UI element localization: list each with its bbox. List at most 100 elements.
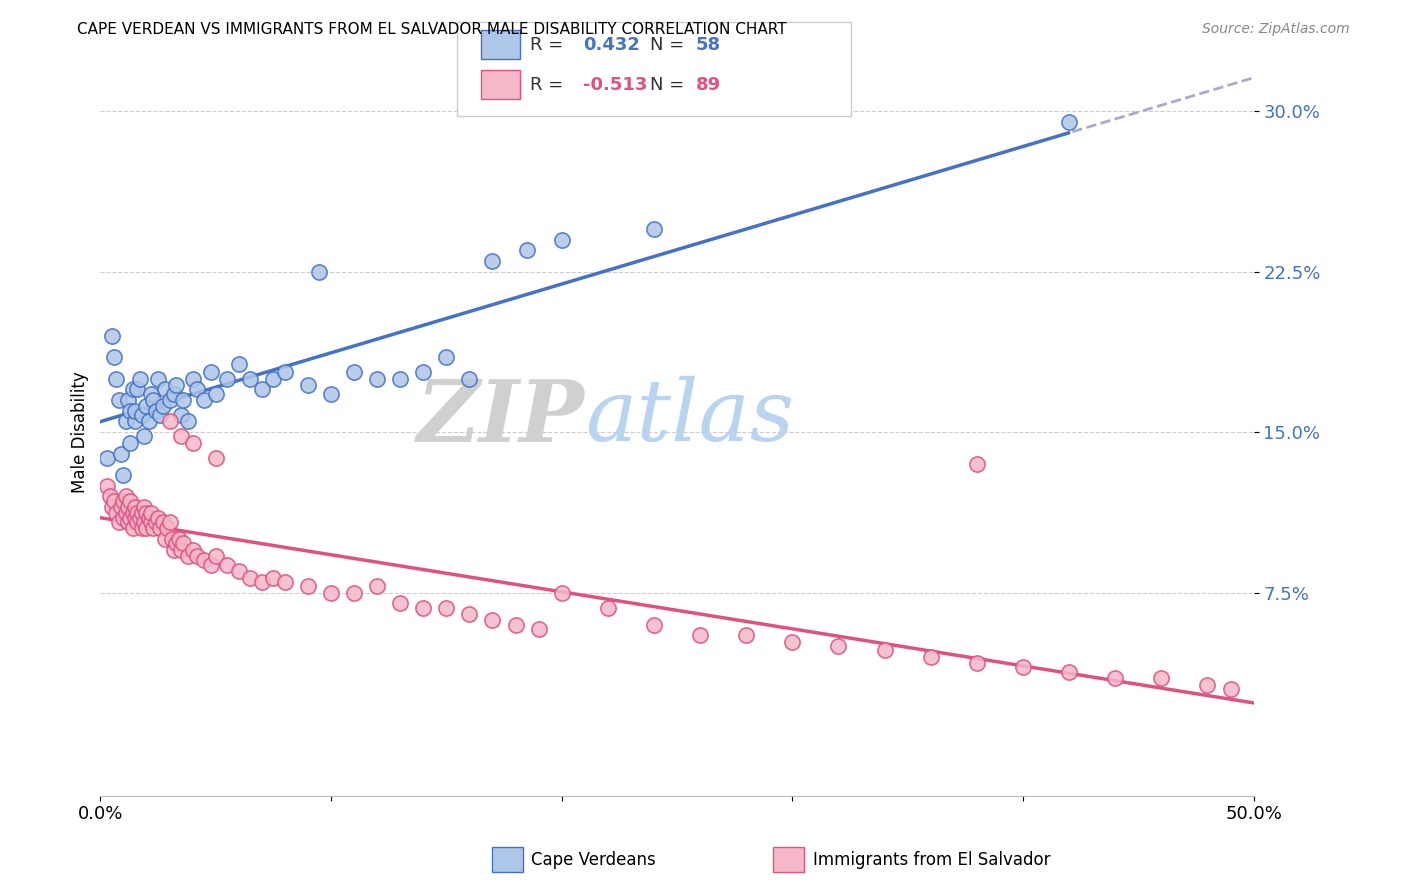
- Point: [124, 510, 146, 524]
- Point: [177, 549, 200, 564]
- Text: 58: 58: [696, 36, 721, 54]
- Point: [186, 549, 208, 564]
- Point: [1150, 671, 1173, 685]
- Point: [121, 383, 143, 397]
- Point: [200, 365, 222, 379]
- Point: [103, 493, 125, 508]
- Point: [105, 372, 128, 386]
- Point: [120, 435, 142, 450]
- Point: [127, 507, 149, 521]
- Point: [181, 372, 204, 386]
- Point: [124, 403, 146, 417]
- Point: [114, 489, 136, 503]
- Text: N =: N =: [650, 36, 689, 54]
- Point: [170, 408, 193, 422]
- Point: [110, 446, 132, 460]
- Point: [966, 457, 988, 471]
- Point: [139, 507, 162, 521]
- Point: [170, 429, 193, 443]
- Point: [134, 500, 156, 514]
- Point: [166, 536, 188, 550]
- Point: [689, 628, 711, 642]
- Point: [139, 515, 162, 529]
- Point: [121, 521, 143, 535]
- Point: [120, 403, 142, 417]
- Point: [193, 392, 215, 407]
- Point: [124, 500, 146, 514]
- Point: [101, 329, 124, 343]
- Text: Immigrants from El Salvador: Immigrants from El Salvador: [813, 851, 1050, 869]
- Point: [159, 392, 181, 407]
- Point: [128, 510, 150, 524]
- Point: [239, 372, 262, 386]
- Text: Cape Verdeans: Cape Verdeans: [531, 851, 657, 869]
- Point: [204, 450, 226, 465]
- Point: [550, 585, 572, 599]
- Point: [107, 392, 129, 407]
- Point: [1057, 665, 1080, 679]
- Point: [481, 613, 503, 627]
- Point: [135, 521, 157, 535]
- Point: [228, 564, 250, 578]
- Text: R =: R =: [530, 76, 569, 94]
- Point: [166, 378, 188, 392]
- Point: [1197, 677, 1219, 691]
- Point: [412, 600, 434, 615]
- Point: [181, 435, 204, 450]
- Point: [217, 558, 239, 572]
- Text: 89: 89: [696, 76, 721, 94]
- Point: [131, 408, 153, 422]
- Point: [96, 478, 118, 492]
- Point: [550, 233, 572, 247]
- Point: [120, 493, 142, 508]
- Point: [170, 542, 193, 557]
- Point: [262, 571, 284, 585]
- Point: [343, 365, 366, 379]
- Point: [643, 222, 665, 236]
- Point: [149, 408, 172, 422]
- Text: CAPE VERDEAN VS IMMIGRANTS FROM EL SALVADOR MALE DISABILITY CORRELATION CHART: CAPE VERDEAN VS IMMIGRANTS FROM EL SALVA…: [77, 22, 787, 37]
- Point: [142, 521, 165, 535]
- Text: R =: R =: [530, 36, 569, 54]
- Point: [177, 414, 200, 428]
- Point: [131, 521, 153, 535]
- Text: ZIP: ZIP: [416, 376, 585, 459]
- Point: [458, 372, 481, 386]
- Point: [1012, 660, 1035, 674]
- Point: [204, 386, 226, 401]
- Point: [193, 553, 215, 567]
- Point: [735, 628, 758, 642]
- Point: [121, 507, 143, 521]
- Point: [112, 493, 135, 508]
- Point: [117, 515, 139, 529]
- Point: [146, 510, 169, 524]
- Point: [105, 507, 128, 521]
- Point: [98, 489, 121, 503]
- Point: [142, 392, 165, 407]
- Point: [516, 244, 538, 258]
- Point: [1057, 115, 1080, 129]
- Point: [308, 265, 330, 279]
- Point: [153, 532, 176, 546]
- FancyBboxPatch shape: [492, 847, 523, 872]
- Point: [297, 579, 319, 593]
- Point: [181, 542, 204, 557]
- Point: [131, 507, 153, 521]
- Point: [366, 579, 388, 593]
- Point: [873, 643, 896, 657]
- Point: [217, 372, 239, 386]
- Point: [167, 532, 190, 546]
- Point: [319, 585, 342, 599]
- Point: [966, 656, 988, 670]
- FancyBboxPatch shape: [481, 30, 520, 59]
- Point: [153, 383, 176, 397]
- Point: [127, 383, 149, 397]
- Point: [163, 386, 186, 401]
- Point: [120, 510, 142, 524]
- Point: [159, 414, 181, 428]
- Point: [343, 585, 366, 599]
- Point: [250, 383, 273, 397]
- Point: [412, 365, 434, 379]
- Point: [152, 515, 174, 529]
- Text: Source: ZipAtlas.com: Source: ZipAtlas.com: [1202, 22, 1350, 37]
